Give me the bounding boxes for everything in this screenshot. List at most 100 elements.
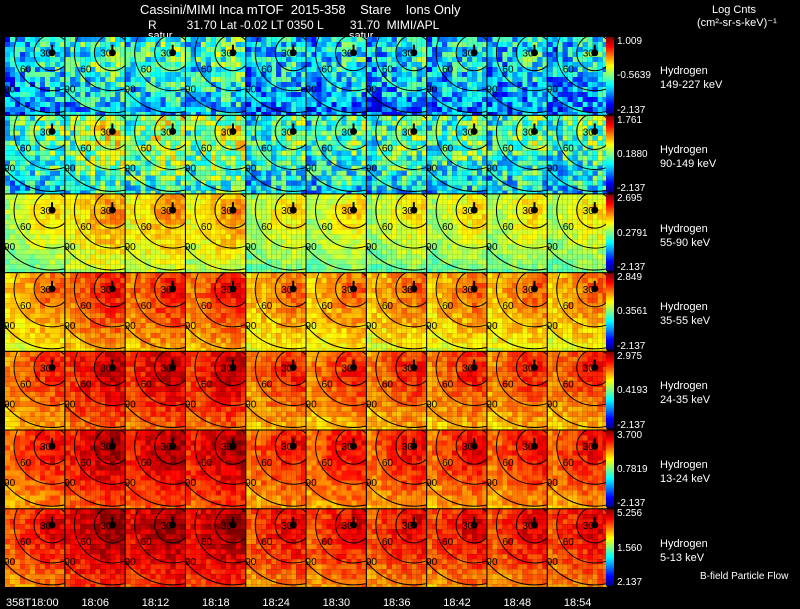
contour-label: 90 xyxy=(125,242,137,253)
contour-label: 30 xyxy=(40,206,52,217)
row-species: Hydrogen xyxy=(660,458,708,471)
image-cell: 30 60 90 xyxy=(547,115,608,194)
image-cell: 30 60 90 xyxy=(125,273,185,351)
image-cell: 30 60 90 xyxy=(547,273,608,351)
saturn-icon xyxy=(108,49,116,57)
contour-label: 90 xyxy=(547,557,559,568)
saturn-icon xyxy=(470,206,478,214)
contour-label: 60 xyxy=(382,380,394,391)
contour-label: 60 xyxy=(141,537,153,548)
contour-label: 60 xyxy=(261,143,273,154)
contour-label: 60 xyxy=(442,537,454,548)
contour-label: 90 xyxy=(245,163,257,174)
contour-label: 60 xyxy=(261,537,273,548)
contour-label: 90 xyxy=(64,242,76,253)
saturn-icon xyxy=(48,521,56,529)
contour-label: 30 xyxy=(462,127,474,138)
image-cell: 30 60 90 xyxy=(5,509,65,587)
image-cell: 30 60 90 xyxy=(427,509,487,587)
image-cell: 30 60 90 xyxy=(547,37,608,115)
row-species: Hydrogen xyxy=(660,65,708,78)
image-cell: 30 60 90 xyxy=(427,351,487,430)
contour-label: 60 xyxy=(322,380,334,391)
saturn-icon xyxy=(169,206,177,214)
contour-label: 30 xyxy=(342,206,354,217)
contour-label: 90 xyxy=(4,163,16,174)
contour-label: 60 xyxy=(563,65,575,76)
image-cell: 30 60 90 xyxy=(246,509,306,587)
contour-label: 90 xyxy=(366,321,378,332)
contour-label: 60 xyxy=(201,301,213,312)
contour-label: 90 xyxy=(366,478,378,489)
contour-label: 30 xyxy=(161,127,173,138)
time-label: 18:48 xyxy=(503,597,532,609)
contour-label: 90 xyxy=(366,557,378,568)
contour-label: 30 xyxy=(40,442,52,453)
time-label: 18:24 xyxy=(262,597,290,609)
contour-label: 30 xyxy=(342,521,354,532)
saturn-icon xyxy=(169,127,177,135)
contour-label: 90 xyxy=(486,321,498,332)
colorbar-max: 2.975 xyxy=(617,350,643,362)
contour-label: 60 xyxy=(80,537,92,548)
contour-label: 60 xyxy=(201,458,213,469)
row-energy: 90-149 keV xyxy=(660,158,717,171)
contour-label: 30 xyxy=(161,521,173,532)
image-cell: 30 60 90 xyxy=(125,509,185,587)
contour-label: 30 xyxy=(462,521,474,532)
row-species: Hydrogen xyxy=(660,222,708,235)
image-cell: 30 60 90 xyxy=(487,37,547,115)
saturn-icon xyxy=(591,49,599,57)
contour-label: 30 xyxy=(583,49,595,60)
contour-label: 60 xyxy=(80,458,92,469)
saturn-icon xyxy=(591,364,599,372)
image-cell: 30 60 90 xyxy=(427,37,487,115)
saturn-icon xyxy=(591,521,599,529)
saturn-icon xyxy=(289,127,297,135)
contour-label: 90 xyxy=(64,163,76,174)
contour-label: 60 xyxy=(261,301,273,312)
contour-label: 30 xyxy=(161,206,173,217)
saturn-icon xyxy=(229,364,237,372)
image-cell: 30 60 90 xyxy=(306,37,366,115)
contour-label: 90 xyxy=(306,321,318,332)
colorbar-max: 2.849 xyxy=(617,272,643,284)
saturn-icon xyxy=(530,49,538,57)
image-cell: 30 60 90 xyxy=(65,509,125,587)
contour-label: 30 xyxy=(100,285,112,296)
contour-label: 30 xyxy=(342,127,354,138)
contour-label: 90 xyxy=(426,242,438,253)
colorbar xyxy=(606,194,614,272)
contour-label: 60 xyxy=(502,222,514,233)
image-cell: 30 60 90 xyxy=(547,430,608,509)
image-cell: 30 60 90 xyxy=(246,37,306,115)
contour-label: 60 xyxy=(382,458,394,469)
image-cell: 30 60 90 xyxy=(486,273,547,351)
contour-label: 30 xyxy=(221,285,233,296)
saturn-icon xyxy=(530,521,538,529)
contour-label: 30 xyxy=(402,285,414,296)
colorbar-min: -2.137 xyxy=(617,340,646,352)
contour-label: 60 xyxy=(442,301,454,312)
contour-label: 30 xyxy=(281,521,293,532)
saturn-icon xyxy=(470,442,478,450)
image-cell: 30 60 90 xyxy=(185,37,246,115)
saturn-icon xyxy=(289,442,297,450)
image-cell: 30 60 90 xyxy=(246,194,306,273)
image-cell: 30 60 90 xyxy=(427,115,487,194)
contour-label: 60 xyxy=(502,65,514,76)
image-cell: 30 60 90 xyxy=(65,37,125,115)
contour-label: 30 xyxy=(100,206,112,217)
contour-label: 30 xyxy=(281,127,293,138)
image-cell: 30 60 90 xyxy=(427,430,487,509)
saturn-icon xyxy=(470,127,478,135)
contour-label: 30 xyxy=(402,521,414,532)
contour-label: 60 xyxy=(442,380,454,391)
contour-label: 60 xyxy=(322,537,334,548)
contour-label: 90 xyxy=(125,478,137,489)
image-cell: 30 60 90 xyxy=(487,115,547,194)
contour-label: 30 xyxy=(161,364,173,375)
image-cell: 30 60 90 xyxy=(64,194,125,273)
saturn-icon xyxy=(169,285,177,293)
